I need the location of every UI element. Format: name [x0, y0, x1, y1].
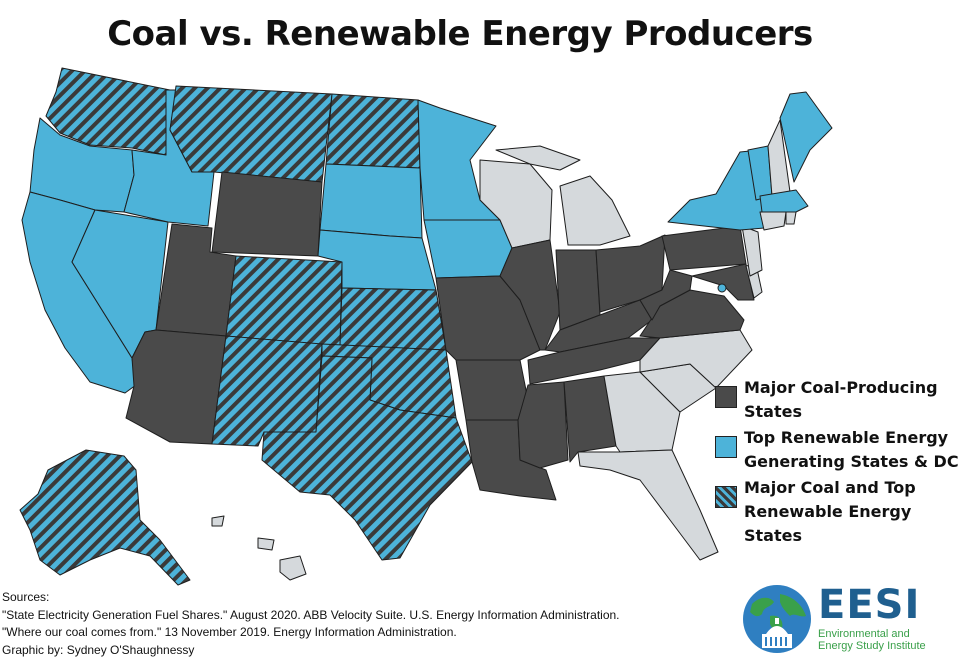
- source-line-1: "State Electricity Generation Fuel Share…: [2, 607, 620, 622]
- state-illinois[interactable]: [499, 239, 561, 351]
- state-colorado[interactable]: [225, 255, 343, 347]
- state-wyoming[interactable]: [211, 171, 323, 257]
- state-maine[interactable]: [779, 91, 833, 183]
- sources-block: Sources: "State Electricity Generation F…: [2, 589, 620, 659]
- state-michigan[interactable]: [559, 175, 631, 246]
- logo-fullname-line2: Energy Study Institute: [818, 640, 926, 652]
- state-iowa[interactable]: [423, 219, 513, 279]
- sources-heading: Sources:: [2, 590, 50, 604]
- state-new-mexico[interactable]: [211, 335, 323, 447]
- state-new-jersey[interactable]: [741, 225, 763, 277]
- legend-label-renewable-line1: Top Renewable Energy: [744, 428, 949, 447]
- eesi-logo: EESI Environmental and Energy Study Inst…: [740, 580, 950, 660]
- state-texas[interactable]: [261, 355, 473, 561]
- state-kansas[interactable]: [339, 287, 447, 351]
- state-alaska[interactable]: [19, 449, 191, 586]
- state-south-dakota[interactable]: [319, 163, 423, 239]
- state-connecticut[interactable]: [759, 211, 787, 231]
- state-michigan-upper[interactable]: [495, 145, 581, 171]
- legend-label-both: Major Coal and Top Renewable Energy Stat…: [744, 476, 958, 548]
- state-hawaii-island-3[interactable]: [211, 515, 225, 527]
- state-rhode-island[interactable]: [785, 211, 797, 225]
- legend-swatch-renewable: [715, 436, 737, 458]
- state-west-virginia[interactable]: [639, 269, 693, 321]
- legend-label-both-line2: Renewable Energy States: [744, 502, 912, 545]
- state-hawaii-island-2[interactable]: [257, 537, 275, 551]
- state-north-dakota[interactable]: [325, 93, 421, 169]
- globe-capitol-icon: [743, 585, 811, 653]
- state-montana[interactable]: [169, 85, 333, 183]
- state-florida[interactable]: [577, 449, 719, 561]
- state-maryland[interactable]: [691, 263, 755, 301]
- state-alabama[interactable]: [563, 375, 617, 463]
- state-arkansas[interactable]: [455, 359, 529, 421]
- state-hawaii[interactable]: [279, 555, 307, 581]
- legend-label-coal-line1: Major Coal-Producing: [744, 378, 938, 397]
- state-pennsylvania[interactable]: [661, 225, 747, 271]
- legend-label-both-line1: Major Coal and Top: [744, 478, 916, 497]
- logo-fullname-line1: Environmental and: [818, 628, 910, 640]
- state-mississippi[interactable]: [517, 381, 569, 469]
- source-line-2: "Where our coal comes from." 13 November…: [2, 625, 457, 639]
- legend-label-renewable: Top Renewable Energy Generating States &…: [744, 426, 958, 474]
- legend-swatch-coal: [715, 386, 737, 408]
- legend-label-coal: Major Coal-Producing States: [744, 376, 958, 424]
- state-arizona[interactable]: [125, 329, 227, 445]
- legend-swatch-both: [715, 486, 737, 508]
- map-title: Coal vs. Renewable Energy Producers: [107, 14, 813, 54]
- legend-label-renewable-line2: Generating States & DC: [744, 452, 958, 471]
- state-massachusetts[interactable]: [759, 189, 809, 213]
- logo-abbreviation: EESI: [818, 582, 921, 628]
- legend-label-coal-line2: States: [744, 402, 802, 421]
- dc-marker[interactable]: [717, 283, 727, 293]
- graphic-credit: Graphic by: Sydney O'Shaughnessy: [2, 642, 195, 657]
- logo-fullname: Environmental and Energy Study Institute: [818, 628, 926, 652]
